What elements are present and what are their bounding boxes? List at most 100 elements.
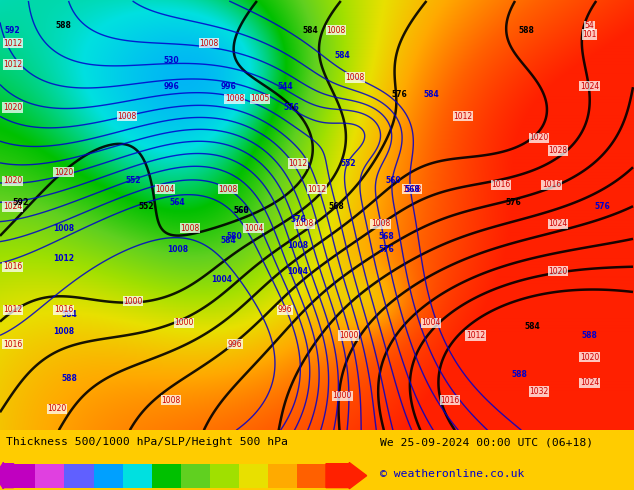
Text: 996: 996 xyxy=(278,305,293,314)
Text: 552: 552 xyxy=(138,202,153,211)
Text: 1012: 1012 xyxy=(307,185,327,194)
Text: 568: 568 xyxy=(404,185,420,194)
Text: 584: 584 xyxy=(335,51,350,60)
Text: 544: 544 xyxy=(278,81,293,91)
Text: 1012: 1012 xyxy=(453,112,472,121)
Text: 1016: 1016 xyxy=(3,262,22,271)
Text: 1008: 1008 xyxy=(117,112,136,121)
Bar xyxy=(36,464,65,488)
Text: 1012: 1012 xyxy=(3,39,22,48)
Text: 1024: 1024 xyxy=(580,378,599,388)
Text: 552: 552 xyxy=(341,159,356,168)
Bar xyxy=(239,464,268,488)
Text: 1004: 1004 xyxy=(244,223,263,233)
Bar xyxy=(152,464,181,488)
Text: 1004: 1004 xyxy=(155,185,174,194)
Text: 576: 576 xyxy=(284,103,299,112)
Text: 1032: 1032 xyxy=(529,387,548,396)
Text: 996: 996 xyxy=(164,81,179,91)
Text: 1012: 1012 xyxy=(466,331,485,340)
Text: © weatheronline.co.uk: © weatheronline.co.uk xyxy=(380,469,525,479)
Text: 996: 996 xyxy=(227,340,242,349)
FancyArrow shape xyxy=(0,463,13,489)
Text: 576: 576 xyxy=(506,197,521,207)
Text: 588: 588 xyxy=(581,331,598,340)
Text: 1008: 1008 xyxy=(53,327,74,336)
Text: 1008: 1008 xyxy=(403,185,422,194)
Text: 588: 588 xyxy=(61,374,78,383)
Text: 1016: 1016 xyxy=(3,340,22,349)
Bar xyxy=(181,464,210,488)
Bar xyxy=(297,464,326,488)
Text: 1016: 1016 xyxy=(54,305,73,314)
Text: 592: 592 xyxy=(13,197,29,207)
Text: 592: 592 xyxy=(5,25,20,35)
Bar xyxy=(65,464,94,488)
Text: 576: 576 xyxy=(595,202,610,211)
Text: 584: 584 xyxy=(424,90,439,99)
Text: 1000: 1000 xyxy=(174,318,193,327)
Text: 1020: 1020 xyxy=(548,267,567,275)
Text: 1000: 1000 xyxy=(124,296,143,306)
Text: 568: 568 xyxy=(379,232,394,241)
Text: 996: 996 xyxy=(221,81,236,91)
Text: 1004: 1004 xyxy=(287,267,309,275)
Bar xyxy=(210,464,239,488)
Text: 564: 564 xyxy=(170,197,185,207)
Text: 101: 101 xyxy=(583,30,597,39)
Text: 1008: 1008 xyxy=(287,241,309,250)
Text: 1008: 1008 xyxy=(225,95,244,103)
Text: 1024: 1024 xyxy=(548,219,567,228)
Text: 1008: 1008 xyxy=(162,395,181,405)
Text: 588: 588 xyxy=(55,21,72,30)
Text: 560: 560 xyxy=(233,206,249,215)
Text: 584: 584 xyxy=(525,322,540,331)
Text: 568: 568 xyxy=(328,202,344,211)
Text: 1020: 1020 xyxy=(3,176,22,185)
Text: 1008: 1008 xyxy=(346,73,365,82)
Text: 576: 576 xyxy=(379,245,394,254)
Text: 530: 530 xyxy=(164,56,179,65)
Text: 1008: 1008 xyxy=(200,39,219,48)
Text: 1020: 1020 xyxy=(529,133,548,142)
Bar xyxy=(268,464,297,488)
Text: 1016: 1016 xyxy=(491,180,510,190)
Text: 1024: 1024 xyxy=(3,202,22,211)
Text: 1012: 1012 xyxy=(3,60,22,69)
Text: 580: 580 xyxy=(227,232,242,241)
Text: 1008: 1008 xyxy=(53,223,74,233)
Text: 1004: 1004 xyxy=(211,275,233,284)
Text: We 25-09-2024 00:00 UTC (06+18): We 25-09-2024 00:00 UTC (06+18) xyxy=(380,438,593,447)
Text: 576: 576 xyxy=(392,90,407,99)
Text: 1004: 1004 xyxy=(422,318,441,327)
Text: 1008: 1008 xyxy=(295,219,314,228)
Text: 1012: 1012 xyxy=(288,159,307,168)
Text: 1000: 1000 xyxy=(333,392,352,400)
Text: 1028: 1028 xyxy=(548,146,567,155)
Text: 1000: 1000 xyxy=(339,331,358,340)
Text: 1008: 1008 xyxy=(167,245,188,254)
Text: 1005: 1005 xyxy=(250,95,269,103)
Text: 1020: 1020 xyxy=(580,353,599,362)
Text: 1008: 1008 xyxy=(327,25,346,35)
Text: 1024: 1024 xyxy=(580,81,599,91)
Text: 588: 588 xyxy=(518,25,534,35)
Bar xyxy=(94,464,122,488)
FancyArrow shape xyxy=(326,463,366,489)
Text: 1020: 1020 xyxy=(48,404,67,413)
Text: 584: 584 xyxy=(62,310,77,318)
Text: 1012: 1012 xyxy=(3,305,22,314)
Text: Thickness 500/1000 hPa/SLP/Height 500 hPa: Thickness 500/1000 hPa/SLP/Height 500 hP… xyxy=(6,438,288,447)
Bar xyxy=(6,464,36,488)
Text: 588: 588 xyxy=(512,370,528,379)
Text: 1008: 1008 xyxy=(181,223,200,233)
Text: 1008: 1008 xyxy=(371,219,390,228)
Text: 1020: 1020 xyxy=(54,168,73,176)
Text: 560: 560 xyxy=(385,176,401,185)
Text: 576: 576 xyxy=(290,215,306,224)
Text: 54: 54 xyxy=(585,21,595,30)
Text: 1016: 1016 xyxy=(542,180,561,190)
Text: 568: 568 xyxy=(233,206,249,215)
Text: 584: 584 xyxy=(303,25,318,35)
Bar xyxy=(122,464,152,488)
